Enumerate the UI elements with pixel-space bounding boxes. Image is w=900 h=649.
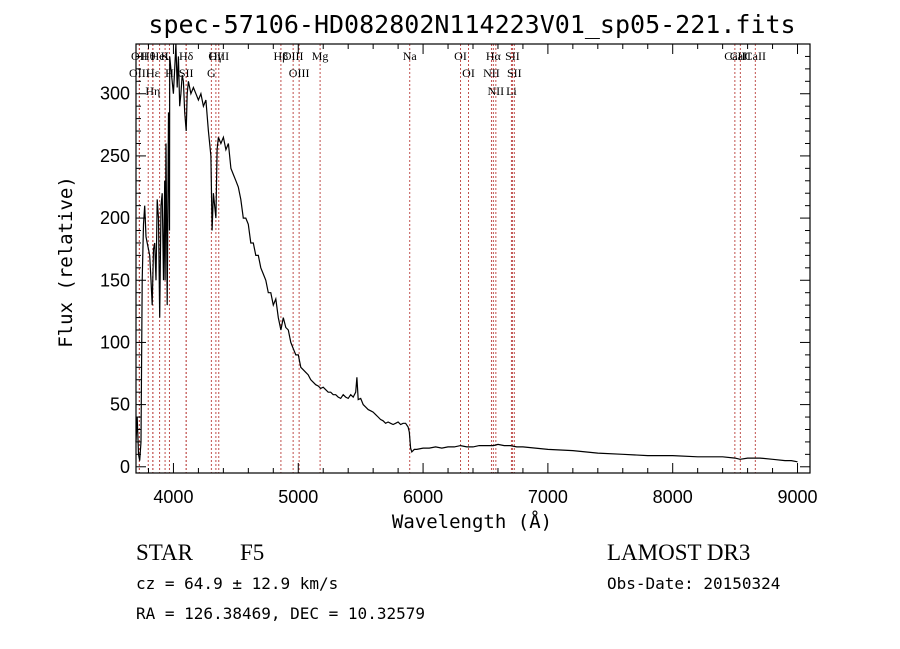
emission-line-label: CaII (730, 49, 751, 63)
x-tick-label: 4000 (153, 487, 193, 507)
observation-date: Obs-Date: 20150324 (607, 574, 780, 593)
emission-line-label: Na (403, 49, 418, 63)
emission-line-label: Mg (312, 49, 329, 63)
x-tick-label: 8000 (653, 487, 693, 507)
emission-line-label: Hη (145, 84, 160, 98)
emission-line-label: NII (483, 66, 500, 80)
x-tick-label: 9000 (777, 487, 817, 507)
y-axis-ticks: 0 50 100 150 200 250 300 (100, 55, 810, 477)
x-axis-ticks: 4000 5000 6000 7000 8000 9000 (147, 44, 818, 507)
survey-name: LAMOST DR3 (607, 540, 750, 565)
emission-line-label: CaII (724, 49, 745, 63)
emission-line-label: NII (488, 84, 505, 98)
emission-line-label: OI (454, 49, 467, 63)
emission-line-label: HeI (151, 49, 169, 63)
coordinates: RA = 126.38469, DEC = 10.32579 (136, 604, 425, 623)
emission-line-label: OIII (289, 66, 310, 80)
y-tick-label: 100 (100, 332, 130, 352)
emission-lines (138, 44, 756, 473)
x-axis-label: Wavelength (Å) (392, 510, 552, 533)
emission-line-label: Li (506, 84, 517, 98)
emission-line-label: OI (462, 66, 475, 80)
y-tick-label: 300 (100, 84, 130, 104)
emission-line-labels: HθOIIOIIIHεHηHeIKHHδSIIOIIIHγGHβOIIIOIII… (129, 49, 766, 98)
plot-frame (135, 43, 811, 474)
emission-line-label: SII (507, 66, 522, 80)
emission-line-label: Hα (486, 49, 502, 63)
emission-line-label: Hδ (179, 49, 194, 63)
spectrum-line (135, 43, 798, 463)
x-tick-label: 7000 (528, 487, 568, 507)
emission-line-label: SII (179, 66, 194, 80)
y-tick-label: 150 (100, 270, 130, 290)
y-tick-label: 200 (100, 208, 130, 228)
emission-line-label: OIII (208, 49, 229, 63)
emission-line-label: OIII (129, 66, 150, 80)
emission-line-label: Hθ (141, 49, 156, 63)
x-tick-label: 6000 (403, 487, 443, 507)
object-class: STAR (136, 540, 194, 565)
emission-line-label: K (161, 49, 170, 63)
y-axis-label: Flux (relative) (55, 176, 77, 348)
emission-line-label: Hβ (274, 49, 289, 63)
y-tick-label: 250 (100, 146, 130, 166)
object-subclass: F5 (240, 540, 264, 565)
emission-line-label: Hε (146, 66, 160, 80)
emission-line-label: G (207, 66, 216, 80)
y-tick-label: 50 (110, 395, 130, 415)
redshift-info: cz = 64.9 ± 12.9 km/s (136, 574, 338, 593)
emission-line-label: OIII (283, 49, 304, 63)
y-tick-label: 0 (120, 457, 130, 477)
emission-line-label: SII (505, 49, 520, 63)
chart-title: spec-57106-HD082802N114223V01_sp05-221.f… (148, 10, 795, 39)
emission-line-label: CaII (745, 49, 766, 63)
emission-line-label: Hγ (209, 49, 224, 63)
x-tick-label: 5000 (278, 487, 318, 507)
